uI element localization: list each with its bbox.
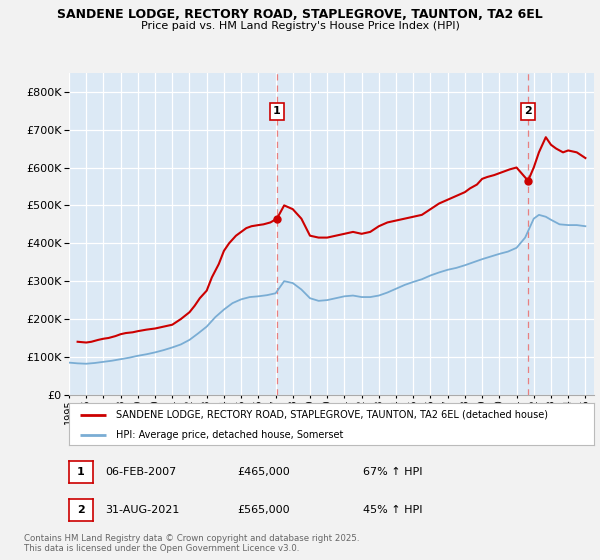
Text: 45% ↑ HPI: 45% ↑ HPI (363, 505, 422, 515)
Text: £565,000: £565,000 (237, 505, 290, 515)
Text: 2: 2 (77, 505, 85, 515)
Text: 06-FEB-2007: 06-FEB-2007 (105, 467, 176, 477)
Text: Price paid vs. HM Land Registry's House Price Index (HPI): Price paid vs. HM Land Registry's House … (140, 21, 460, 31)
Text: 2: 2 (524, 106, 532, 116)
Text: 1: 1 (273, 106, 281, 116)
Text: £465,000: £465,000 (237, 467, 290, 477)
Text: SANDENE LODGE, RECTORY ROAD, STAPLEGROVE, TAUNTON, TA2 6EL: SANDENE LODGE, RECTORY ROAD, STAPLEGROVE… (57, 8, 543, 21)
Text: 31-AUG-2021: 31-AUG-2021 (105, 505, 179, 515)
Text: 1: 1 (77, 467, 85, 477)
Text: SANDENE LODGE, RECTORY ROAD, STAPLEGROVE, TAUNTON, TA2 6EL (detached house): SANDENE LODGE, RECTORY ROAD, STAPLEGROVE… (116, 410, 548, 420)
Text: 67% ↑ HPI: 67% ↑ HPI (363, 467, 422, 477)
Text: HPI: Average price, detached house, Somerset: HPI: Average price, detached house, Some… (116, 430, 344, 440)
Text: Contains HM Land Registry data © Crown copyright and database right 2025.
This d: Contains HM Land Registry data © Crown c… (24, 534, 359, 553)
